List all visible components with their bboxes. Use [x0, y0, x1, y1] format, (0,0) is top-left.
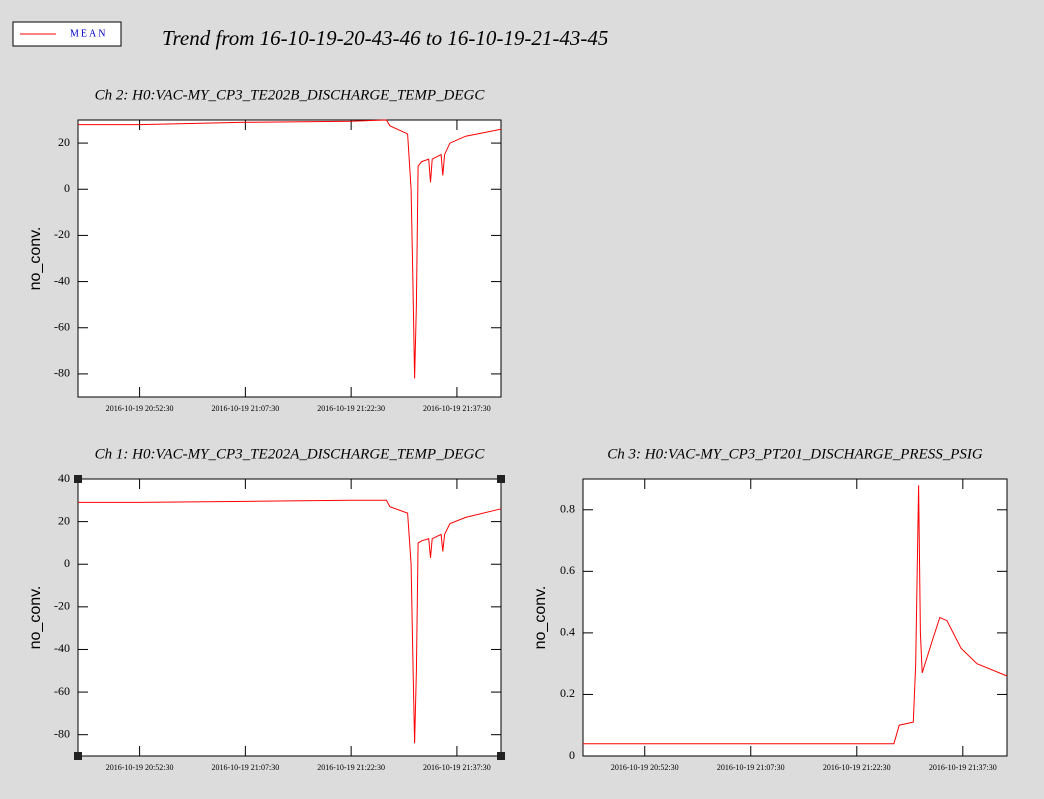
- x-tick-label: 2016-10-19 20:52:30: [611, 763, 679, 772]
- plot-area: [77, 119, 502, 398]
- y-tick-label: -80: [54, 726, 70, 740]
- x-tick-label: 2016-10-19 21:07:30: [211, 763, 279, 772]
- y-tick-label: 0: [64, 181, 70, 195]
- x-tick-label: 2016-10-19 21:22:30: [823, 763, 891, 772]
- y-tick-label: -20: [54, 599, 70, 613]
- plot-area: [77, 478, 502, 757]
- y-tick-label: 0.6: [560, 563, 575, 577]
- y-tick-label: -80: [54, 366, 70, 380]
- chart-title: Ch 3: H0:VAC-MY_CP3_PT201_DISCHARGE_PRES…: [607, 446, 983, 462]
- x-tick-label: 2016-10-19 21:22:30: [317, 404, 385, 413]
- x-tick-label: 2016-10-19 21:37:30: [423, 404, 491, 413]
- x-tick-label: 2016-10-19 21:37:30: [929, 763, 997, 772]
- y-axis-label: no_conv.: [532, 586, 549, 650]
- y-tick-label: 40: [58, 471, 70, 485]
- selection-handle: [497, 475, 505, 483]
- plot-area: [582, 478, 1008, 757]
- y-tick-label: 0.2: [560, 686, 575, 700]
- data-line: [78, 499, 502, 744]
- data-line: [583, 485, 1008, 745]
- y-axis-label: no_conv.: [27, 586, 44, 650]
- y-tick-label: 20: [58, 513, 70, 527]
- y-tick-label: 20: [58, 135, 70, 149]
- x-tick-label: 2016-10-19 20:52:30: [106, 763, 174, 772]
- y-tick-label: 0.4: [560, 625, 575, 639]
- legend-label: MEAN: [70, 28, 107, 39]
- selection-handle: [74, 752, 82, 760]
- selection-handle: [497, 752, 505, 760]
- y-tick-label: -60: [54, 320, 70, 334]
- x-tick-label: 2016-10-19 21:07:30: [211, 404, 279, 413]
- y-tick-label: -40: [54, 273, 70, 287]
- x-tick-label: 2016-10-19 21:22:30: [317, 763, 385, 772]
- x-tick-label: 2016-10-19 21:07:30: [717, 763, 785, 772]
- y-tick-label: 0.8: [560, 502, 575, 516]
- data-line: [78, 119, 502, 379]
- y-tick-label: -20: [54, 227, 70, 241]
- y-tick-label: 0: [64, 556, 70, 570]
- page-title: Trend from 16-10-19-20-43-46 to 16-10-19…: [162, 26, 608, 50]
- y-tick-label: -60: [54, 684, 70, 698]
- chart-title: Ch 1: H0:VAC-MY_CP3_TE202A_DISCHARGE_TEM…: [95, 446, 486, 462]
- x-tick-label: 2016-10-19 20:52:30: [106, 404, 174, 413]
- y-tick-label: 0: [569, 748, 575, 762]
- x-tick-label: 2016-10-19 21:37:30: [423, 763, 491, 772]
- y-tick-label: -40: [54, 641, 70, 655]
- y-axis-label: no_conv.: [27, 227, 44, 291]
- chart-title: Ch 2: H0:VAC-MY_CP3_TE202B_DISCHARGE_TEM…: [95, 87, 486, 103]
- selection-handle: [74, 475, 82, 483]
